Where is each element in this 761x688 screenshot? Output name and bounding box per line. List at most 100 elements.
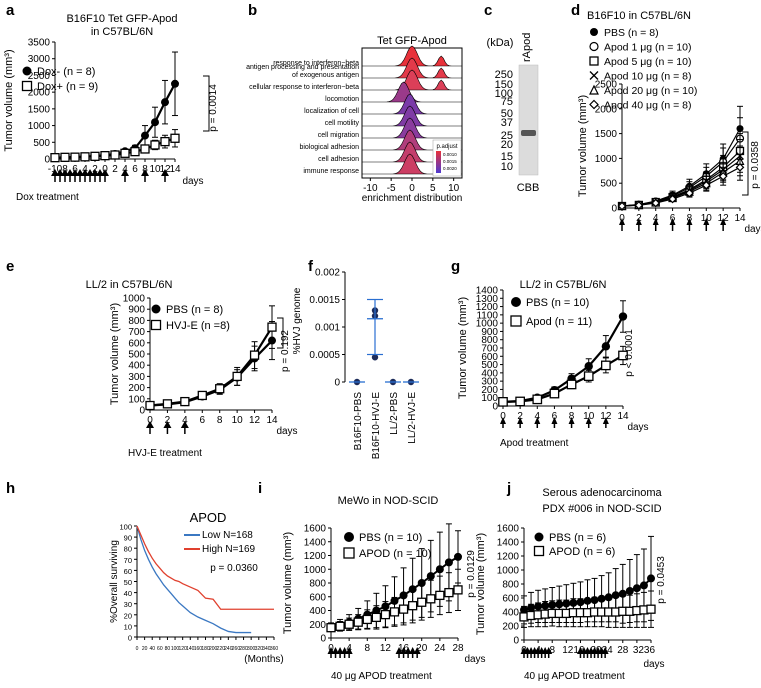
chart-i-point [426,594,436,604]
chart-a-legend-marker-shape [22,66,32,76]
chart-b-category-label: cell migration [318,132,359,139]
chart-d-legend-marker [589,41,599,52]
chart-i-point [454,552,462,561]
chart-g-xtick-label: 12 [600,411,612,422]
chart-d-ytick-label: 0 [611,204,617,215]
chart-b-category-label: biological adhesion [299,144,359,151]
chart-h-ytick-label: 50 [124,578,132,587]
chart-g-point [618,350,628,361]
chart-d-point-shape [617,201,627,211]
chart-g-pvalue: p < 0.0001 [624,329,635,377]
chart-e-point [232,371,242,382]
panel-label-j: j [507,480,512,497]
chart-g-point-shape [566,379,577,390]
chart-i-annotation: 40 μg APOD treatment [331,671,432,682]
chart-a-point [170,133,180,143]
chart-i-xtick-label: 28 [452,643,464,654]
chart-g-ytick-label: 600 [481,352,498,363]
chart-j-treatment-arrowhead [601,647,609,654]
chart-e-treatment-arrowhead [146,421,154,428]
chart-g-ytick-label: 100 [481,393,498,404]
chart-i-ytick-label: 1400 [304,537,327,548]
chart-c-marker-label: 150 [495,79,513,91]
chart-a-treatment-arrowhead [121,169,129,176]
chart-j-legend-label: PBS (n = 6) [549,532,606,544]
chart-e-point-shape [249,350,260,360]
chart-i-point-shape [426,594,436,604]
chart-j-ytick-label: 400 [502,608,519,619]
chart-a-pvalue: p = 0.0014 [208,84,219,132]
chart-h-xtick-label: 220 [217,646,226,652]
chart-d-point [651,198,661,208]
chart-e-point [162,399,173,409]
chart-a-point-shape [110,150,120,160]
chart-b-title: Tet GFP-Apod [377,35,447,47]
chart-g-point-shape [532,394,543,405]
chart-a-point-shape [140,144,150,154]
chart-e-point [215,384,225,394]
chart-i-point [362,614,372,625]
chart-h-ytick-label: 20 [124,611,132,620]
chart-a-xlabel: days [182,176,203,187]
chart-a-point-shape [171,79,179,88]
chart-i-point-shape [335,621,345,631]
chart-g-point [566,379,577,390]
chart-i-point [389,607,400,617]
chart-g-treatment-arrowhead [585,417,592,424]
chart-d-treatment-arrowhead [703,218,710,225]
chart-g-legend-marker [511,297,521,307]
chart-d-legend-marker-shape [589,41,599,52]
chart-j-ytick-label: 1000 [497,566,520,577]
chart-g-point-shape [618,312,628,321]
chart-d-title: B16F10 in C57BL/6N [587,10,691,22]
chart-i-point-shape [417,579,426,587]
chart-f-category-label: LL/2-PBS [389,392,400,435]
chart-d-legend-label: Apod 5 μg (n = 10) [604,56,691,68]
chart-h-title: APOD [190,510,227,525]
chart-j-ytick-label: 200 [502,622,519,633]
chart-e-ytick-label: 800 [128,316,145,327]
chart-d-point [735,162,745,172]
chart-e-point-shape [162,399,173,409]
chart-g-treatment-arrowhead [602,417,609,424]
chart-g-point [549,388,560,399]
chart-c-header: (kDa) [487,37,514,49]
chart-i-point [426,572,435,581]
chart-g-point [583,371,594,382]
chart-g-xtick-label: 0 [500,411,506,422]
chart-c-lane-label: rApod [521,33,533,62]
chart-g-point-shape [498,397,508,407]
chart-e-ytick-label: 200 [128,383,145,394]
chart-b-ridge [362,57,462,79]
chart-i-treatment-arrowhead [336,647,344,654]
chart-i-point [398,604,409,614]
chart-g-xtick-label: 8 [569,411,575,422]
chart-d-ytick-label: 500 [600,179,617,190]
chart-e-xtick-label: 14 [266,415,278,426]
panel-label-i: i [258,480,263,497]
chart-g-treatment-arrowhead [568,417,575,424]
chart-d-xtick-label: 6 [670,213,676,224]
chart-a-treatment-arrowhead [161,169,169,176]
panel-label-c: c [484,2,493,19]
chart-e-xtick-label: 6 [200,415,206,426]
chart-h-xtick-label: 260 [232,646,241,652]
chart-e-series-line [149,339,273,407]
chart-g-point-shape [515,396,525,407]
chart-b-category-label: of exogenous antigen [292,72,359,79]
chart-j-point [611,591,620,600]
chart-g-xtick-label: 14 [617,411,629,422]
chart-d-legend-marker [589,71,599,80]
chart-g-ytick-label: 200 [481,385,498,396]
chart-d-treatment-arrowhead [635,218,642,225]
panel-label-g: g [451,258,461,275]
chart-d-point-shape [668,194,677,204]
chart-a-ytick-label: 3000 [28,54,51,65]
chart-e-ytick-label: 500 [128,350,145,361]
chart-d-xlabel: days [744,224,761,235]
chart-h-pvalue: p = 0.0360 [210,563,258,574]
chart-a-point-shape [120,148,130,158]
chart-h-xtick-label: 360 [270,646,279,652]
chart-j-point [618,589,627,598]
